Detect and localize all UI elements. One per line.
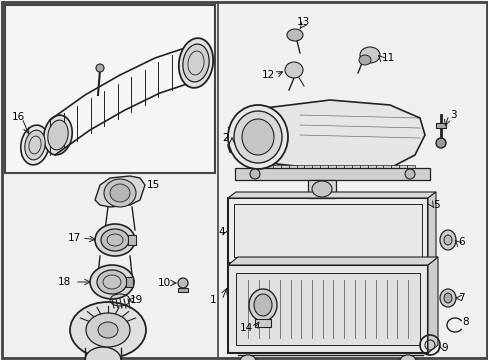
Ellipse shape: [44, 115, 72, 155]
Polygon shape: [327, 165, 335, 168]
Bar: [435, 123, 445, 128]
Polygon shape: [359, 165, 367, 168]
Bar: [126, 277, 133, 287]
Ellipse shape: [25, 130, 45, 160]
Ellipse shape: [86, 313, 130, 347]
Ellipse shape: [242, 119, 273, 155]
Ellipse shape: [70, 302, 146, 358]
Ellipse shape: [178, 278, 187, 288]
Bar: [5, 5, 215, 173]
Ellipse shape: [98, 322, 118, 338]
Ellipse shape: [240, 355, 256, 360]
Polygon shape: [427, 257, 437, 353]
Text: 16: 16: [12, 112, 25, 122]
Text: 2: 2: [222, 133, 228, 143]
Polygon shape: [288, 165, 296, 175]
Text: 8: 8: [461, 317, 468, 327]
Polygon shape: [427, 192, 435, 263]
Ellipse shape: [253, 294, 271, 316]
Ellipse shape: [443, 235, 451, 245]
Text: 9: 9: [440, 343, 447, 353]
Ellipse shape: [358, 55, 370, 65]
Text: 17: 17: [68, 233, 81, 243]
Polygon shape: [95, 176, 145, 207]
Bar: [227, 265, 427, 353]
Polygon shape: [272, 165, 280, 175]
Text: 7: 7: [457, 293, 464, 303]
Bar: [178, 288, 187, 292]
Text: 15: 15: [147, 180, 160, 190]
Polygon shape: [407, 165, 414, 168]
Ellipse shape: [110, 184, 130, 202]
Polygon shape: [304, 165, 312, 175]
Text: 18: 18: [58, 277, 71, 287]
Ellipse shape: [90, 265, 134, 299]
Text: 10: 10: [158, 278, 171, 288]
Text: 3: 3: [449, 110, 456, 120]
Polygon shape: [335, 165, 343, 175]
Text: 11: 11: [381, 53, 394, 63]
Text: 4: 4: [218, 227, 224, 237]
Ellipse shape: [96, 64, 104, 72]
Text: 13: 13: [296, 17, 309, 27]
Polygon shape: [367, 165, 375, 175]
Polygon shape: [227, 192, 435, 198]
Polygon shape: [227, 257, 437, 265]
Text: 14: 14: [240, 323, 253, 333]
Ellipse shape: [285, 62, 303, 78]
Polygon shape: [227, 100, 424, 170]
Polygon shape: [375, 165, 383, 168]
Ellipse shape: [248, 289, 276, 321]
Bar: [235, 168, 429, 180]
Ellipse shape: [286, 29, 303, 41]
Polygon shape: [296, 165, 304, 168]
Polygon shape: [320, 165, 327, 175]
Polygon shape: [351, 165, 359, 175]
Ellipse shape: [359, 47, 379, 63]
Text: 6: 6: [457, 237, 464, 247]
Bar: [227, 198, 427, 263]
Ellipse shape: [97, 270, 127, 294]
Ellipse shape: [234, 111, 282, 163]
Ellipse shape: [443, 293, 451, 303]
Ellipse shape: [311, 181, 331, 197]
Bar: [234, 204, 421, 257]
Ellipse shape: [104, 179, 136, 207]
Ellipse shape: [95, 224, 135, 256]
Ellipse shape: [404, 169, 414, 179]
Ellipse shape: [439, 230, 455, 250]
Polygon shape: [390, 165, 398, 168]
Polygon shape: [398, 165, 407, 175]
Ellipse shape: [399, 355, 415, 360]
Polygon shape: [383, 165, 390, 175]
Bar: [236, 273, 419, 345]
Polygon shape: [312, 165, 320, 168]
Ellipse shape: [179, 38, 213, 88]
Ellipse shape: [183, 44, 209, 82]
Ellipse shape: [249, 169, 260, 179]
Polygon shape: [264, 165, 272, 168]
Polygon shape: [280, 165, 288, 168]
Text: 1: 1: [209, 295, 216, 305]
Bar: [307, 180, 335, 198]
Ellipse shape: [101, 229, 129, 251]
Ellipse shape: [20, 125, 49, 165]
Text: 19: 19: [130, 295, 143, 305]
Ellipse shape: [48, 120, 68, 150]
Bar: [128, 235, 136, 245]
Ellipse shape: [85, 347, 121, 360]
Text: 12: 12: [262, 70, 275, 80]
Ellipse shape: [439, 289, 455, 307]
Ellipse shape: [435, 138, 445, 148]
Text: 5: 5: [432, 200, 439, 210]
Polygon shape: [343, 165, 351, 168]
Bar: [254, 319, 270, 327]
Ellipse shape: [227, 105, 287, 169]
